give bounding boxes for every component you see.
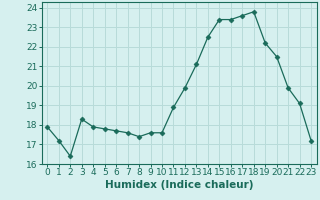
- X-axis label: Humidex (Indice chaleur): Humidex (Indice chaleur): [105, 180, 253, 190]
